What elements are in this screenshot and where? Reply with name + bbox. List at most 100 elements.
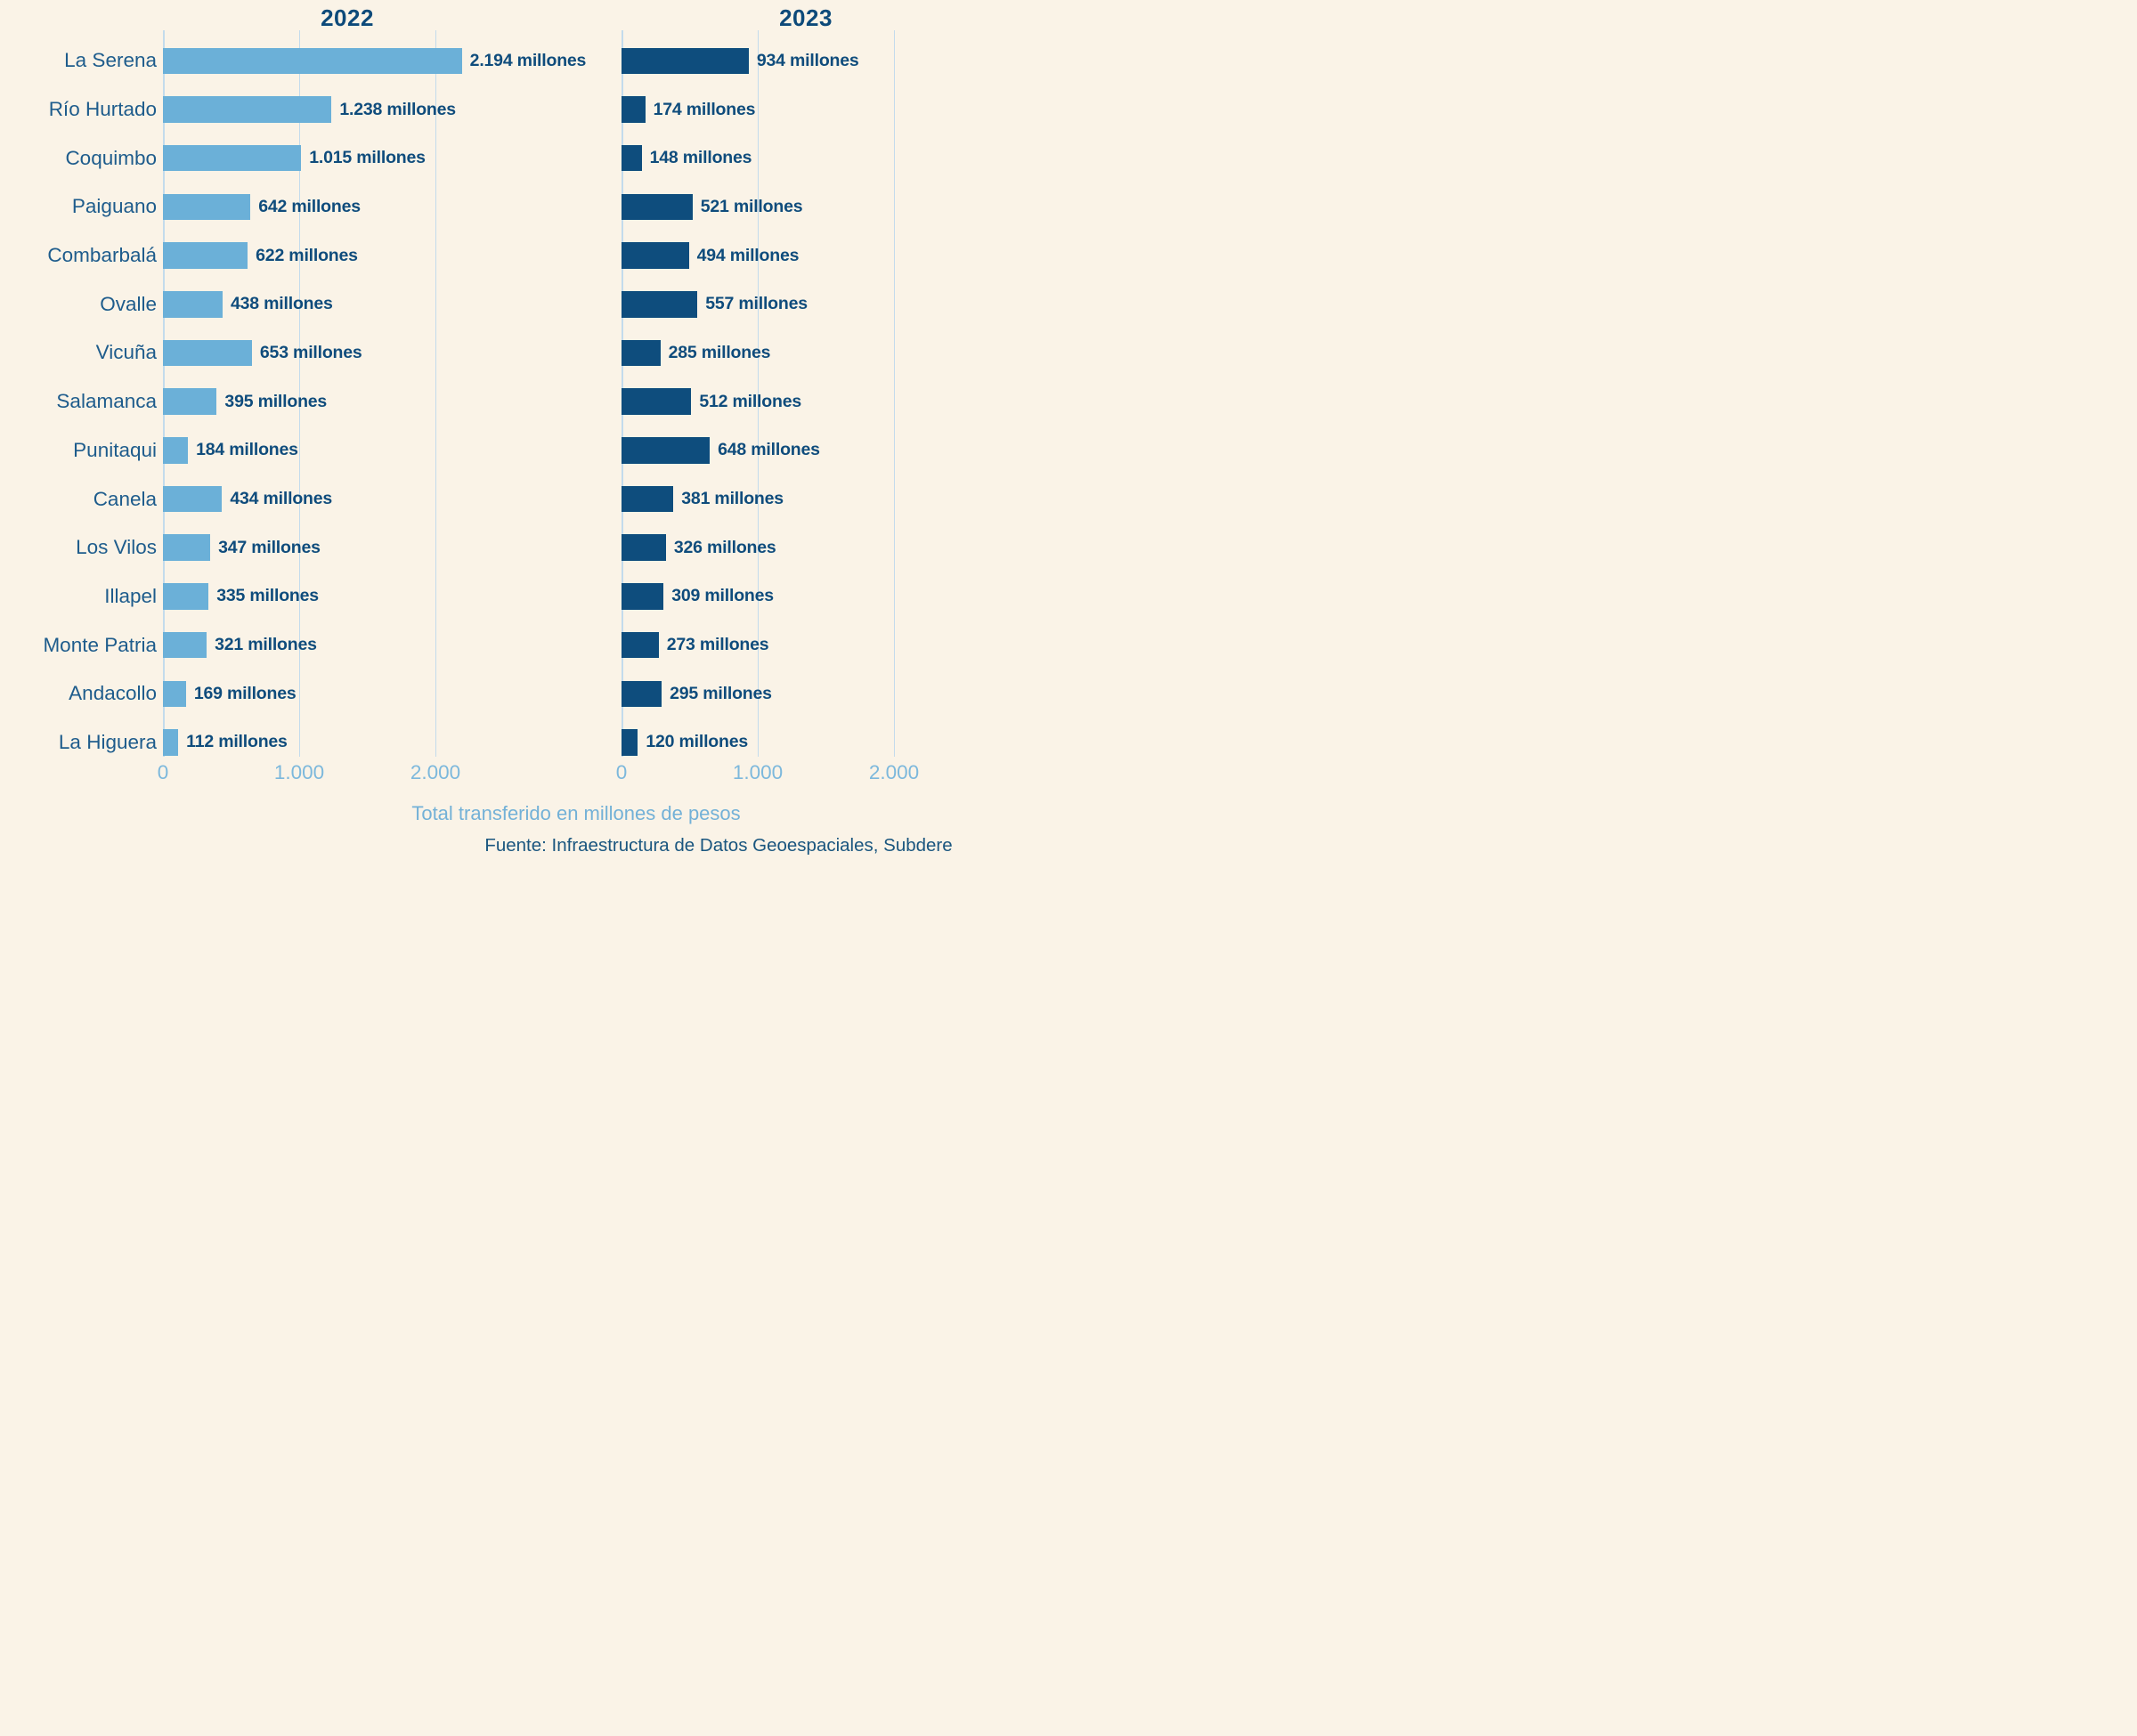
x-tick-label: 2.000 [410, 761, 461, 783]
value-label: 169 millones [193, 683, 297, 703]
gridline [757, 30, 760, 757]
category-row: Paiguano [0, 183, 157, 231]
category-row: Andacollo [0, 669, 157, 718]
category-label: Illapel [104, 584, 157, 607]
category-row: Río Hurtado [0, 85, 157, 134]
value-label: 512 millones [699, 391, 801, 411]
bar-row: 1.015 millones [163, 134, 608, 183]
bar-row: 438 millones [163, 280, 608, 329]
value-label: 347 millones [218, 537, 321, 557]
gridline [893, 30, 896, 757]
bar-row: 273 millones [622, 621, 1067, 669]
bar-2023 [622, 583, 664, 610]
value-label: 112 millones [186, 732, 288, 752]
bar-2023 [622, 291, 698, 318]
bar-2022 [163, 583, 209, 610]
category-label: Combarbalá [47, 244, 157, 267]
category-row: Punitaqui [0, 426, 157, 475]
value-label: 184 millones [196, 440, 298, 460]
gridline [298, 30, 301, 757]
x-axis-label: Total transferido en millones de pesos [411, 802, 741, 824]
bar-row: 148 millones [622, 134, 1067, 183]
category-label: Monte Patria [43, 633, 157, 656]
category-row: La Serena [0, 37, 157, 85]
category-row: Coquimbo [0, 134, 157, 183]
x-tick-label: 2.000 [868, 761, 920, 783]
value-label: 335 millones [216, 586, 319, 606]
category-label: Punitaqui [73, 438, 157, 461]
bar-2023 [622, 339, 661, 367]
bar-row: 295 millones [622, 669, 1067, 718]
bar-row: 174 millones [622, 85, 1067, 134]
panel-2023: 0 1.000 2.000 934 millones 174 millones 148 m… [616, 30, 1067, 783]
bar-2023 [622, 485, 674, 513]
value-label: 521 millones [700, 196, 803, 216]
value-label: 381 millones [681, 489, 784, 509]
bar-row: 1.238 millones [163, 85, 608, 134]
category-row: Los Vilos [0, 523, 157, 572]
value-label: 120 millones [646, 732, 749, 752]
category-row: Combarbalá [0, 231, 157, 280]
bar-row: 521 millones [622, 183, 1067, 231]
bar-2023 [622, 729, 638, 756]
value-label: 148 millones [649, 148, 752, 168]
value-label: 438 millones [231, 294, 333, 314]
value-label: 557 millones [705, 294, 808, 314]
category-label: La Serena [64, 49, 157, 72]
value-label: 321 millones [215, 635, 317, 655]
bar-2022 [163, 96, 332, 123]
value-label: 395 millones [224, 391, 328, 411]
bar-2023 [622, 47, 749, 75]
value-label: 1.015 millones [309, 148, 426, 168]
value-label: 326 millones [673, 537, 776, 557]
bar-row: 112 millones [163, 718, 608, 767]
value-label: 434 millones [230, 489, 333, 509]
bar-row: 309 millones [622, 572, 1067, 621]
bar-row: 335 millones [163, 572, 608, 621]
bar-row: 347 millones [163, 523, 608, 572]
bar-row: 512 millones [622, 377, 1067, 426]
x-tick-label: 0 [615, 761, 628, 783]
bar-2022 [163, 144, 302, 172]
bar-row: 285 millones [622, 329, 1067, 377]
bar-2022 [163, 729, 179, 756]
bar-2022 [163, 437, 189, 464]
value-label: 653 millones [259, 342, 362, 362]
value-label: 295 millones [670, 683, 772, 703]
chart-title-2023: 2023 [779, 4, 833, 31]
bar-2023 [622, 96, 646, 123]
bar-2023 [622, 631, 659, 659]
category-row: Monte Patria [0, 621, 157, 669]
category-row: La Higuera [0, 718, 157, 767]
bar-2022 [163, 47, 462, 75]
bar-row: 653 millones [163, 329, 608, 377]
category-row: Salamanca [0, 377, 157, 426]
category-row: Illapel [0, 572, 157, 621]
value-label: 934 millones [756, 50, 859, 70]
bar-2022 [163, 339, 252, 367]
bar-row: 395 millones [163, 377, 608, 426]
bar-2023 [622, 242, 689, 269]
source-note: Fuente: Infraestructura de Datos Geoespa… [484, 835, 953, 856]
category-row: Vicuña [0, 329, 157, 377]
bar-2023 [622, 388, 692, 415]
bar-2022 [163, 291, 223, 318]
bar-row: 642 millones [163, 183, 608, 231]
value-label: 1.238 millones [339, 99, 456, 119]
value-label: 494 millones [696, 245, 800, 265]
x-tick-label: 1.000 [732, 761, 784, 783]
bar-2022 [163, 680, 186, 708]
bar-2022 [163, 242, 248, 269]
category-label: Vicuña [95, 341, 157, 364]
bar-row: 434 millones [163, 475, 608, 523]
bar-row: 494 millones [622, 231, 1067, 280]
category-label: Ovalle [100, 292, 157, 315]
category-axis: La Serena Río Hurtado Coquimbo Paiguano Comb… [0, 37, 157, 767]
value-label: 2.194 millones [469, 50, 587, 70]
bar-row: 622 millones [163, 231, 608, 280]
bar-row: 321 millones [163, 621, 608, 669]
bar-row: 557 millones [622, 280, 1067, 329]
panel-2022: 0 1.000 2.000 2.194 millones 1.238 millones 1… [158, 30, 608, 783]
bar-row: 934 millones [622, 37, 1067, 85]
bar-2022 [163, 193, 251, 221]
